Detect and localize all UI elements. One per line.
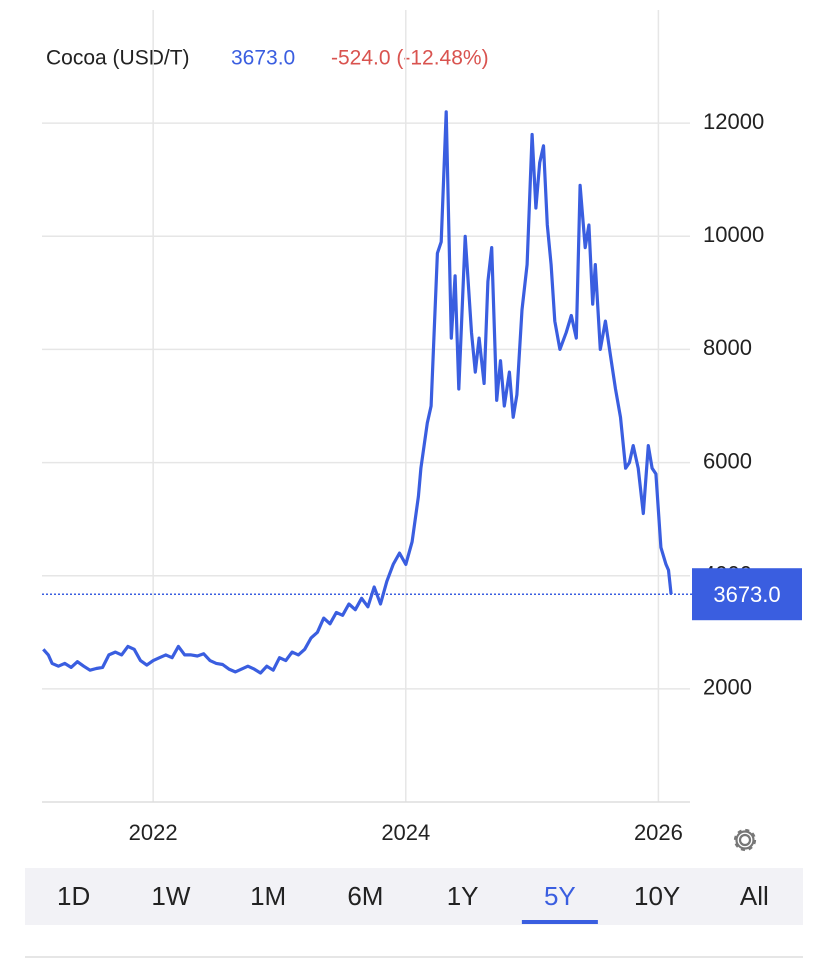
range-tab[interactable]: 10Y (634, 881, 680, 911)
change: -524.0 (-12.48%) (331, 47, 489, 70)
x-tick-label: 2024 (381, 820, 430, 845)
last-price-badge (692, 568, 802, 621)
range-tab[interactable]: 5Y (544, 881, 576, 911)
tab-bar (25, 868, 803, 925)
y-tick-label: 8000 (703, 335, 752, 360)
range-tab[interactable]: 1M (250, 881, 286, 911)
x-tick-label: 2026 (634, 820, 683, 845)
range-tab[interactable]: All (740, 881, 769, 911)
chart-title: Cocoa (USD/T) (46, 47, 190, 70)
range-tab[interactable]: 6M (347, 881, 383, 911)
range-tab[interactable]: 1Y (447, 881, 479, 911)
price: 3673.0 (231, 47, 295, 70)
price-line (42, 110, 673, 675)
settings-icon[interactable] (733, 828, 757, 852)
y-tick-label: 2000 (703, 675, 752, 700)
range-tab[interactable]: 1W (151, 881, 190, 911)
last-price-label: 3673.0 (713, 582, 780, 607)
y-tick-label: 10000 (703, 222, 764, 247)
y-tick-label: 6000 (703, 448, 752, 473)
y-tick-label: 12000 (703, 109, 764, 134)
active-tab-underline (521, 920, 598, 924)
x-tick-label: 2022 (129, 820, 178, 845)
range-tab[interactable]: 1D (57, 881, 90, 911)
